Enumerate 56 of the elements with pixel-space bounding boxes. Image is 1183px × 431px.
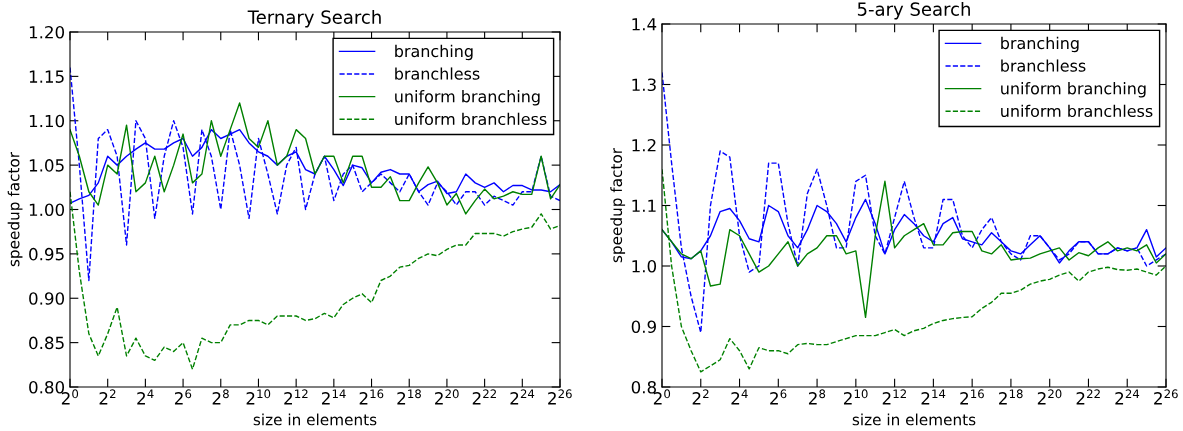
y-axis-title: speedup factor	[610, 147, 626, 263]
chart-title: Ternary Search	[247, 9, 381, 28]
x-tick-label: 2$^{10}$	[843, 389, 868, 405]
x-tick-label: 2$^{6}$	[174, 389, 192, 405]
y-tick-label: 0.85	[29, 336, 64, 350]
x-tick-label: 2$^{12}$	[284, 389, 308, 405]
x-axis-title: size in elements	[253, 413, 377, 426]
x-tick-label: 2$^{22}$	[472, 389, 496, 405]
y-tick-label: 1.0	[632, 259, 657, 273]
x-tick-label: 2$^{2}$	[692, 389, 709, 405]
x-tick-label: 2$^{8}$	[808, 389, 826, 405]
y-tick-label: 0.90	[29, 292, 65, 305]
y-tick-label: 0.95	[29, 247, 64, 261]
legend-label: branchless	[395, 67, 480, 80]
y-tick-label: 0.8	[631, 380, 656, 394]
y-tick-label: 1.4	[632, 18, 657, 31]
x-tick-label: 2$^{18}$	[397, 389, 421, 405]
y-tick-label: 1.00	[29, 203, 65, 217]
legend-label: uniform branchless	[395, 112, 547, 126]
y-tick-label: 0.9	[631, 320, 656, 334]
x-tick-label: 2$^{8}$	[212, 389, 229, 405]
legend-label: uniform branching	[395, 90, 540, 106]
y-tick-label: 1.10	[29, 114, 65, 128]
legend-label: uniform branchless	[1001, 104, 1153, 118]
x-tick-label: 2$^{20}$	[1037, 389, 1062, 405]
x-tick-label: 2$^{26}$	[1154, 389, 1178, 405]
chart-title: 5-ary Search	[857, 1, 970, 20]
y-axis-title: speedup factor	[7, 151, 23, 267]
y-tick-label: 1.15	[29, 70, 64, 83]
x-tick-label: 2$^{24}$	[510, 389, 535, 405]
y-tick-label: 1.20	[29, 25, 65, 39]
x-tick-label: 2$^{12}$	[882, 389, 906, 405]
y-tick-label: 0.80	[29, 380, 65, 394]
x-tick-label: 2$^{24}$	[1115, 389, 1140, 405]
x-tick-label: 2$^{26}$	[548, 389, 572, 405]
legend-label: branchless	[1001, 59, 1086, 72]
x-tick-label: 2$^{6}$	[770, 389, 787, 405]
legend-label: uniform branching	[1001, 82, 1146, 98]
x-tick-label: 2$^{10}$	[246, 389, 271, 405]
x-tick-label: 2$^{4}$	[731, 389, 748, 405]
x-tick-label: 2$^{18}$	[999, 389, 1023, 405]
x-axis-title: size in elements	[852, 413, 976, 426]
x-tick-label: 2$^{22}$	[1076, 389, 1100, 405]
legend-label: branching	[395, 44, 473, 61]
x-tick-label: 2$^{4}$	[137, 389, 154, 405]
x-tick-label: 2$^{20}$	[435, 389, 459, 405]
y-tick-label: 1.1	[632, 199, 656, 212]
y-tick-label: 1.2	[632, 138, 656, 152]
y-tick-label: 1.05	[29, 159, 64, 172]
x-tick-label: 2$^{14}$	[321, 389, 346, 405]
x-tick-label: 2$^{14}$	[921, 389, 946, 405]
legend-label: branching	[1001, 36, 1079, 53]
x-tick-label: 2$^{16}$	[359, 389, 384, 405]
x-tick-label: 2$^{2}$	[99, 389, 116, 405]
y-tick-label: 1.3	[632, 78, 656, 92]
x-tick-label: 2$^{16}$	[960, 389, 984, 405]
